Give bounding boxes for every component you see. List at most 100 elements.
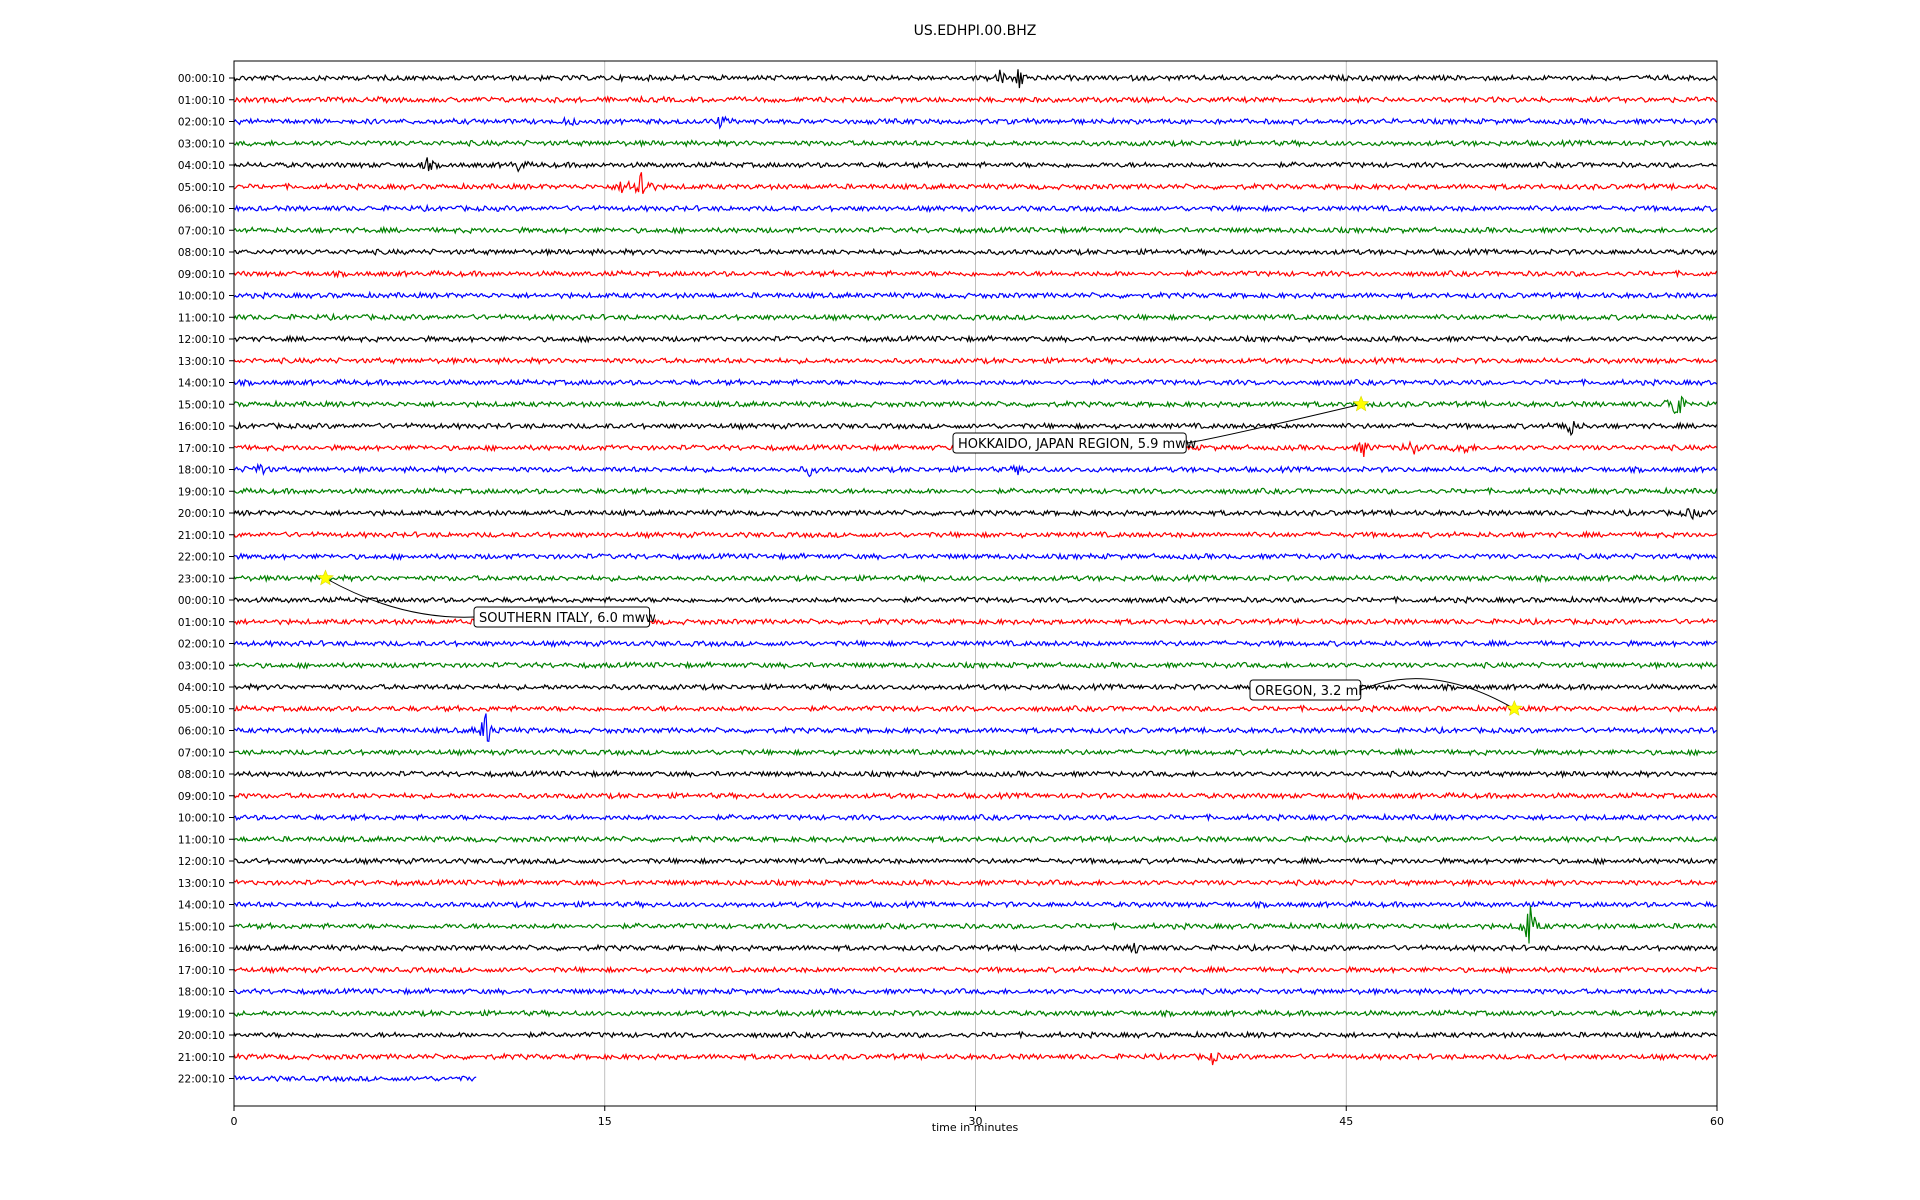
x-tick-label: 15	[598, 1115, 612, 1128]
row-time-label: 12:00:10	[178, 856, 225, 868]
trace-row	[233, 964, 1717, 975]
row-time-label: 15:00:10	[178, 399, 225, 411]
trace-row	[233, 905, 1717, 944]
trace-row	[233, 356, 1718, 366]
trace-row	[233, 942, 1718, 954]
trace-row	[233, 269, 1718, 279]
x-tick-label: 60	[1710, 1115, 1724, 1128]
trace-row	[233, 420, 1718, 437]
row-time-label: 22:00:10	[178, 1074, 225, 1086]
row-time-label: 09:00:10	[178, 791, 225, 803]
row-time-label: 13:00:10	[178, 878, 225, 890]
trace-row	[233, 595, 1718, 605]
trace-row	[233, 713, 1717, 742]
trace-row	[233, 660, 1717, 670]
x-tick-label: 45	[1339, 1115, 1353, 1128]
trace-row	[233, 138, 1718, 148]
row-time-label: 05:00:10	[178, 704, 225, 716]
row-time-label: 20:00:10	[178, 1030, 225, 1042]
trace-row	[233, 573, 1717, 584]
row-time-label: 00:00:10	[178, 595, 225, 607]
trace-row	[233, 395, 1718, 415]
row-time-label: 08:00:10	[178, 769, 225, 781]
trace-row	[233, 1051, 1718, 1066]
row-time-label: 01:00:10	[178, 617, 225, 629]
trace-row	[233, 747, 1717, 757]
event-label-box	[952, 432, 1187, 454]
row-time-label: 13:00:10	[178, 356, 225, 368]
trace-row	[233, 157, 1717, 173]
row-time-label: 03:00:10	[178, 660, 225, 672]
row-time-label: 07:00:10	[178, 747, 225, 759]
row-time-label: 09:00:10	[178, 269, 225, 281]
trace-row	[233, 225, 1717, 235]
trace-row	[233, 312, 1717, 322]
trace-row	[233, 378, 1718, 388]
row-time-label: 11:00:10	[178, 312, 225, 324]
row-time-label: 19:00:10	[178, 486, 225, 498]
row-time-label: 22:00:10	[178, 552, 225, 564]
trace-row	[233, 551, 1717, 562]
row-time-label: 17:00:10	[178, 965, 225, 977]
row-time-label: 17:00:10	[178, 443, 225, 455]
trace-row	[233, 899, 1717, 910]
x-axis-label: time in minutes	[932, 1121, 1019, 1134]
chart-title: US.EDHPI.00.BHZ	[914, 23, 1037, 39]
event-annotations: HOKKAIDO, JAPAN REGION, 5.9 mww SOUTHERN …	[317, 395, 1523, 716]
trace-row	[233, 856, 1717, 866]
row-time-label: 21:00:10	[178, 530, 225, 542]
trace-row	[233, 486, 1718, 496]
x-axis-ticks: 0 15 30 45 60	[231, 1106, 1724, 1128]
trace-row	[233, 203, 1717, 214]
row-time-label: 10:00:10	[178, 291, 225, 303]
trace-row	[233, 172, 1717, 195]
trace-row	[233, 334, 1718, 344]
row-time-label: 08:00:10	[178, 247, 225, 259]
row-time-label: 14:00:10	[178, 900, 225, 912]
x-tick-label: 0	[231, 1115, 238, 1128]
row-time-label: 06:00:10	[178, 726, 225, 738]
trace-row	[233, 290, 1718, 301]
event-label: OREGON, 3.2 ml	[1255, 684, 1362, 699]
event-star-marker	[1352, 395, 1370, 412]
event-connector	[325, 577, 475, 618]
trace-row	[233, 508, 1717, 521]
row-time-label: 06:00:10	[178, 204, 225, 216]
row-time-label: 16:00:10	[178, 421, 225, 433]
trace-row	[233, 682, 1718, 692]
trace-row	[233, 1030, 1717, 1040]
row-time-label: 16:00:10	[178, 943, 225, 955]
event-label: HOKKAIDO, JAPAN REGION, 5.9 mww	[958, 437, 1197, 452]
row-time-label: 02:00:10	[178, 639, 225, 651]
row-time-label: 04:00:10	[178, 682, 225, 694]
trace-row	[233, 769, 1718, 779]
event-connector	[1186, 403, 1362, 444]
event-label-box	[1249, 679, 1362, 701]
trace-row	[233, 462, 1717, 478]
row-time-label: 15:00:10	[178, 921, 225, 933]
row-time-label: 14:00:10	[178, 378, 225, 390]
row-time-label: 20:00:10	[178, 508, 225, 520]
trace-row	[233, 986, 1717, 997]
trace-row	[233, 94, 1717, 105]
row-time-label: 10:00:10	[178, 813, 225, 825]
row-time-label: 18:00:10	[178, 465, 225, 477]
x-tick-label: 30	[969, 1115, 983, 1128]
trace-row	[233, 529, 1718, 540]
trace-row	[233, 1075, 477, 1083]
row-time-label: 03:00:10	[178, 138, 225, 150]
event-star-marker	[317, 569, 334, 586]
trace-row	[233, 247, 1718, 257]
row-time-label: 00:00:10	[178, 73, 225, 85]
row-time-label: 07:00:10	[178, 225, 225, 237]
trace-row	[233, 69, 1718, 89]
row-time-label: 11:00:10	[178, 834, 225, 846]
trace-row	[233, 638, 1717, 649]
row-time-label: 19:00:10	[178, 1008, 225, 1020]
event-label-box	[473, 606, 651, 628]
row-time-label: 21:00:10	[178, 1052, 225, 1064]
row-time-label: 01:00:10	[178, 95, 225, 107]
row-time-label: 23:00:10	[178, 573, 225, 585]
event-star-marker	[1505, 699, 1523, 716]
